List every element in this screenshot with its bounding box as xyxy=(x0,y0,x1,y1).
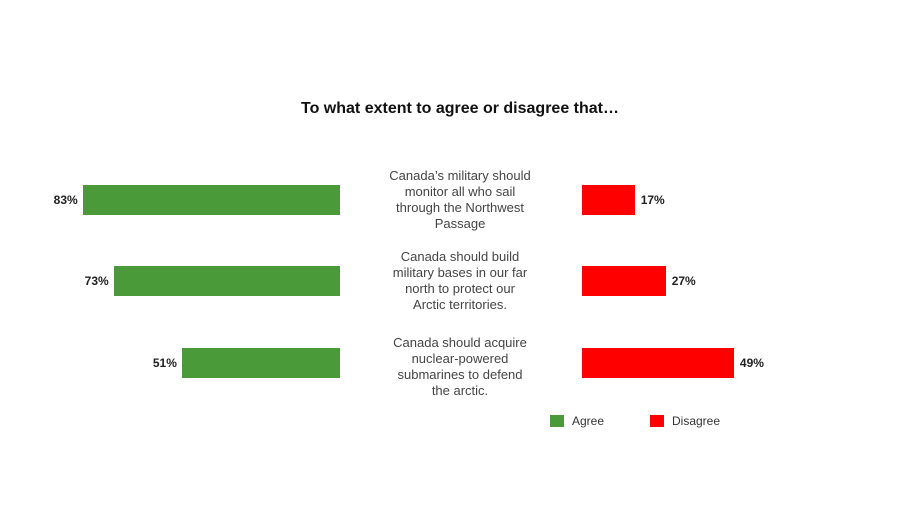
label-agree-2: 73% xyxy=(84,274,109,288)
label-disagree-2: 27% xyxy=(671,274,696,288)
label-disagree-3: 49% xyxy=(739,356,764,370)
legend-swatch-disagree xyxy=(650,415,664,427)
category-label-line: military bases in our far xyxy=(392,265,528,280)
label-agree-1: 83% xyxy=(53,193,78,207)
category-label-3: Canada should acquire nuclear-powered subm… xyxy=(360,335,560,399)
category-label-line: monitor all who sail xyxy=(404,184,516,199)
bar-agree-3 xyxy=(181,348,340,378)
bar-disagree-1 xyxy=(582,185,635,215)
chart-title: To what extent to agree or disagree that… xyxy=(301,100,619,117)
category-label-line: Arctic territories. xyxy=(413,297,507,312)
legend-item-agree: Agree xyxy=(550,414,604,428)
bar-agree-2 xyxy=(113,266,340,296)
category-label-line: nuclear-powered xyxy=(411,351,509,366)
category-label-line: Canada should acquire xyxy=(393,335,527,350)
bar-disagree-3 xyxy=(582,348,734,378)
category-label-line: submarines to defend xyxy=(397,367,523,382)
category-label-2: Canada should build military bases in our… xyxy=(360,249,560,313)
legend-swatch-agree xyxy=(550,415,564,427)
category-label-line: the arctic. xyxy=(431,383,489,398)
category-label-line: north to protect our xyxy=(405,281,515,296)
label-disagree-1: 17% xyxy=(640,193,665,207)
bar-disagree-2 xyxy=(582,266,666,296)
category-label-line: through the Northwest xyxy=(396,200,524,215)
category-label-line: Canada should build xyxy=(400,249,520,264)
label-agree-3: 51% xyxy=(152,356,177,370)
category-label-line: Passage xyxy=(434,216,486,231)
bar-agree-1 xyxy=(82,185,340,215)
category-label-line: Canada’s military should xyxy=(389,168,531,183)
legend-item-disagree: Disagree xyxy=(650,414,720,428)
legend-label-disagree: Disagree xyxy=(672,414,721,428)
legend-label-agree: Agree xyxy=(572,414,605,428)
category-label-1: Canada’s military should monitor all who … xyxy=(360,168,560,232)
